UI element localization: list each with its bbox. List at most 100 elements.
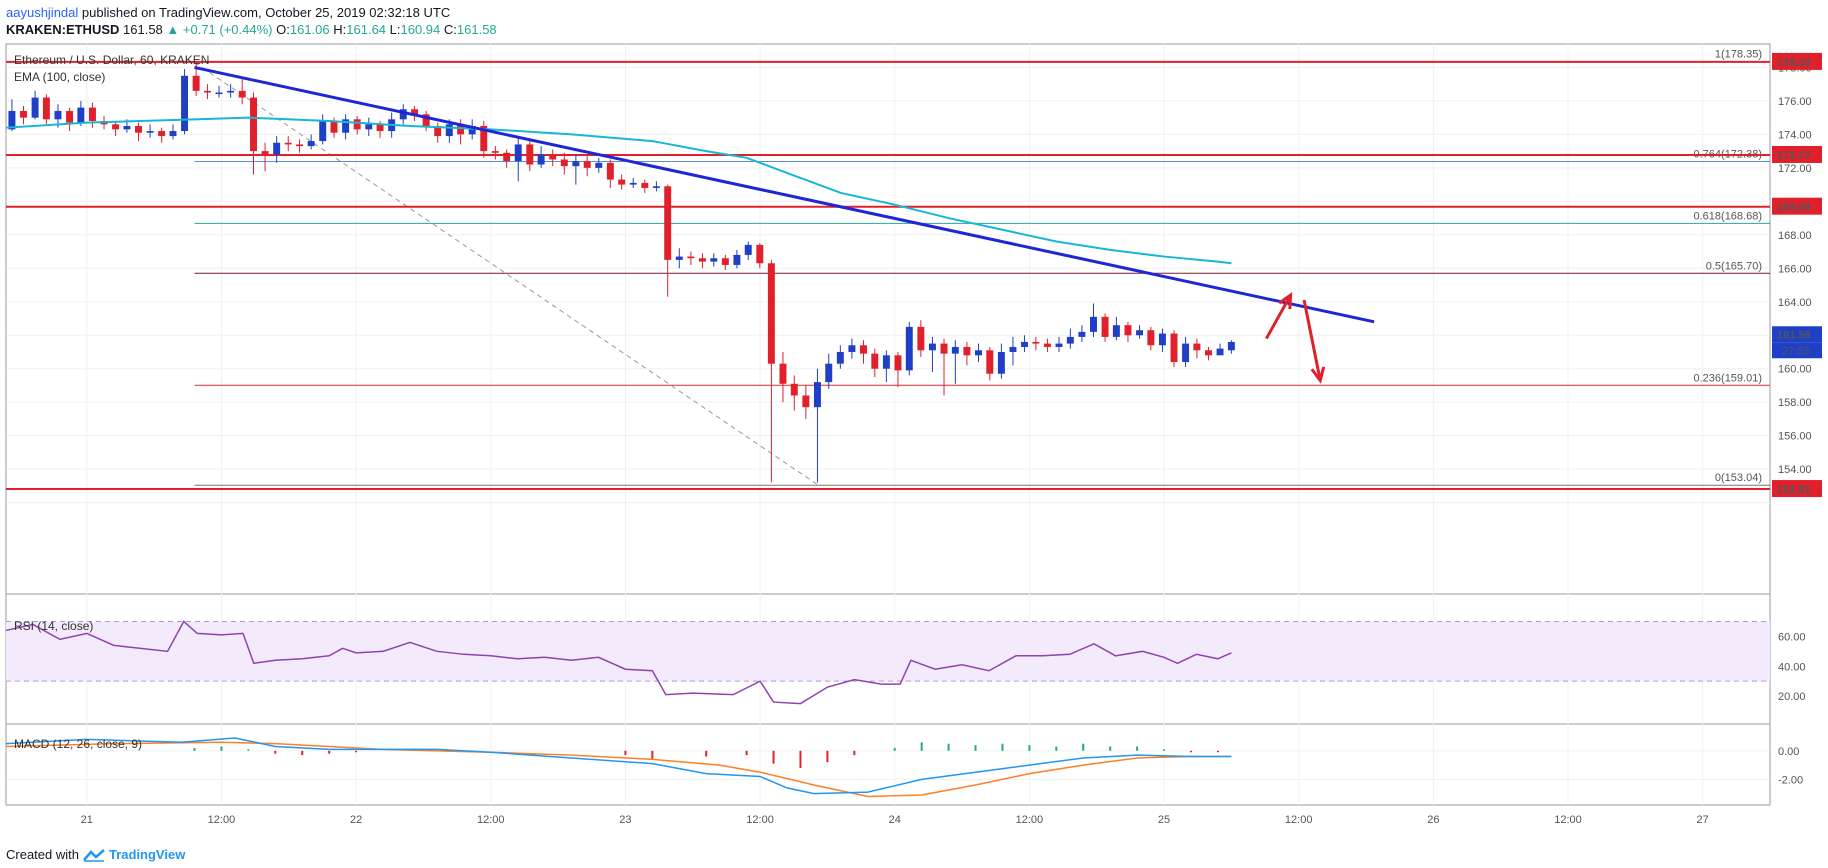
candle-body — [77, 107, 85, 123]
rsi-tick-label: 60.00 — [1778, 631, 1806, 643]
candle-body — [1124, 325, 1132, 336]
candle-body — [273, 142, 281, 155]
x-tick-label: 12:00 — [746, 814, 774, 826]
candle-body — [445, 124, 453, 137]
candle-body — [135, 126, 142, 133]
candle-body — [583, 161, 591, 168]
candle-body — [1158, 333, 1166, 346]
x-tick-label: 27 — [1697, 814, 1709, 826]
candle-body — [1136, 330, 1144, 336]
candle-body — [721, 258, 729, 265]
arrow-head — [1278, 292, 1293, 310]
close-value: 161.58 — [456, 22, 497, 37]
candle-body — [1205, 350, 1212, 356]
candle-body — [319, 120, 327, 142]
candle-body — [342, 119, 350, 133]
x-tick-label: 26 — [1427, 814, 1439, 826]
low-label: L: — [389, 22, 401, 37]
price-label-box — [1772, 480, 1822, 498]
y-tick-label: 158.00 — [1778, 397, 1812, 409]
y-tick-label: 176.00 — [1778, 96, 1812, 108]
candle-body — [480, 126, 488, 152]
tradingview-link[interactable]: TradingView — [108, 847, 186, 862]
price-change: ▲ +0.71 (+0.44%) — [166, 22, 273, 37]
candle-body — [434, 126, 442, 137]
candle-body — [871, 353, 879, 369]
price-label-box — [1772, 145, 1822, 163]
candle-body — [42, 97, 50, 120]
candle-body — [514, 144, 522, 162]
candle-body — [537, 154, 545, 165]
candle-body — [158, 131, 166, 137]
x-tick-label: 24 — [889, 814, 901, 826]
tradingview-logo-icon — [83, 848, 105, 862]
candle-body — [986, 350, 994, 374]
candle-body — [710, 258, 718, 262]
price-level-label: 169.68 — [1777, 202, 1811, 214]
candle-body — [376, 124, 384, 132]
candle-body — [802, 395, 810, 408]
candle-body — [422, 114, 430, 127]
author-link[interactable]: aayushjindal — [6, 5, 79, 20]
open-label: O: — [276, 22, 290, 37]
candle-body — [618, 179, 626, 185]
low-value: 160.94 — [400, 22, 441, 37]
y-tick-label: 164.00 — [1778, 297, 1812, 309]
candle-body — [1112, 325, 1120, 337]
candle-body — [779, 363, 787, 384]
y-tick-label: 166.00 — [1778, 263, 1812, 275]
candle-body — [238, 90, 246, 98]
candle-body — [549, 154, 557, 160]
x-tick-label: 12:00 — [1554, 814, 1582, 826]
candle-body — [353, 119, 361, 130]
rsi-line — [5, 620, 1232, 705]
countdown-box — [1772, 342, 1822, 359]
candle-body — [572, 161, 580, 167]
candle-body — [1055, 343, 1063, 347]
bearish-trendline — [194, 65, 1375, 324]
candle-body — [1227, 341, 1235, 351]
arrow-head — [1310, 366, 1326, 384]
candle-body — [1216, 348, 1224, 356]
up-arrow — [1265, 294, 1292, 340]
x-tick-label: 22 — [350, 814, 362, 826]
candle-body — [1170, 333, 1178, 363]
candle-body — [491, 151, 499, 153]
chart-frame — [5, 43, 1771, 806]
rsi-band — [6, 621, 1770, 682]
x-tick-label: 25 — [1158, 814, 1170, 826]
candle-body — [1101, 316, 1109, 337]
fib-diagonal — [194, 61, 820, 487]
candle-body — [457, 124, 465, 135]
price-level-label: 152.81 — [1777, 484, 1811, 496]
candle-body — [169, 131, 177, 137]
candle-body — [675, 256, 683, 260]
candle-body — [112, 124, 120, 130]
candle-body — [526, 144, 534, 165]
fib-level-label: 0.5(165.70) — [1706, 260, 1762, 272]
publish-line: aayushjindal published on TradingView.co… — [6, 5, 450, 20]
candle-body — [365, 124, 373, 130]
candle-body — [261, 151, 269, 155]
fib-level-label: 0(153.04) — [1715, 472, 1762, 484]
macd-signal-line — [5, 741, 1232, 798]
candle-body — [1090, 316, 1097, 332]
price-level-label: 178.33 — [1777, 57, 1811, 69]
candle-body — [664, 186, 672, 260]
rsi-tick-label: 20.00 — [1778, 691, 1806, 703]
y-tick-label: 160.00 — [1778, 364, 1812, 376]
ema-legend: EMA (100, close) — [14, 70, 105, 84]
candle-body — [894, 355, 902, 371]
y-tick-label: 154.00 — [1778, 464, 1812, 476]
macd-tick-label: -2.00 — [1778, 774, 1803, 786]
open-value: 161.06 — [289, 22, 330, 37]
candle-body — [215, 92, 223, 95]
candle-body — [1193, 343, 1201, 351]
candle-body — [860, 345, 867, 354]
candle-body — [882, 355, 890, 369]
candle-body — [296, 144, 304, 147]
candle-body — [606, 162, 614, 180]
x-tick-label: 12:00 — [1016, 814, 1044, 826]
price-label-box — [1772, 197, 1822, 215]
